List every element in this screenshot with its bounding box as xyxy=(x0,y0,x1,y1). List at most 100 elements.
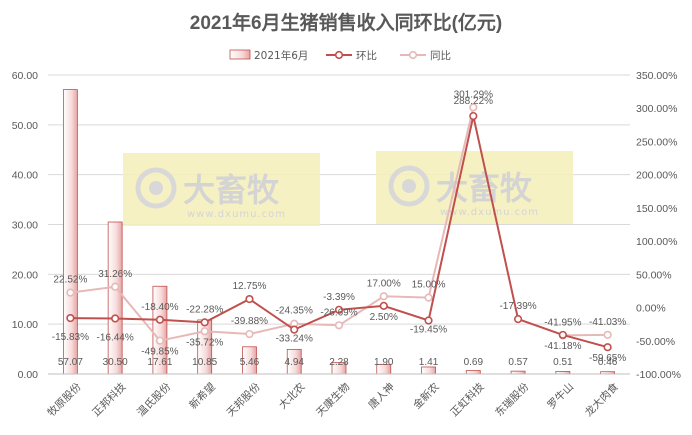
yoy-value-label: 301.29% xyxy=(454,89,494,100)
mom-point xyxy=(111,314,120,323)
yoy-value-label: 17.00% xyxy=(367,278,401,289)
x-category-label: 正邦科技 xyxy=(90,380,129,419)
bar-value-label: 0.46 xyxy=(598,357,618,368)
y-left-tick-label: 10.00 xyxy=(12,319,38,331)
legend-label: 同比 xyxy=(430,49,451,62)
y-right-tick-label: 100.00% xyxy=(636,236,677,248)
mom-value-label: -3.39% xyxy=(323,292,355,303)
yoy-point xyxy=(469,103,478,112)
yoy-point xyxy=(245,329,254,339)
mom-value-label: -18.40% xyxy=(141,302,178,313)
x-category-label: 新希望 xyxy=(187,380,218,411)
bar-value-label: 1.90 xyxy=(374,357,394,368)
mom-value-label: -59.65% xyxy=(589,353,626,364)
yoy-value-label: -24.35% xyxy=(276,306,313,317)
legend: 2021年6月 环比 同比 xyxy=(229,49,451,62)
y-left-tick-label: 40.00 xyxy=(12,170,38,182)
mom-point xyxy=(469,111,478,121)
bar xyxy=(107,221,123,375)
y-left-tick-label: 30.00 xyxy=(12,220,38,232)
yoy-line xyxy=(70,107,608,342)
mom-point xyxy=(290,325,299,334)
bar-value-label: 0.51 xyxy=(553,357,573,368)
mom-point xyxy=(245,294,254,304)
y-left-tick-label: 20.00 xyxy=(12,269,38,281)
x-category-label: 天康生物 xyxy=(313,380,352,419)
yoy-value-label: -35.72% xyxy=(186,337,223,348)
legend-bar-swatch xyxy=(229,49,251,60)
yoy-point xyxy=(424,293,433,302)
mom-point xyxy=(424,316,433,325)
line-series xyxy=(66,103,612,352)
bar-value-label: 5.46 xyxy=(240,357,260,368)
yoy-value-label: 31.26% xyxy=(98,269,132,280)
mom-value-label: -19.45% xyxy=(410,324,447,335)
x-category-label: 温氏股份 xyxy=(135,380,174,419)
legend-label: 环比 xyxy=(356,49,377,62)
bar-value-label: 2.28 xyxy=(329,357,349,368)
bar-value-label: 57.07 xyxy=(58,357,83,368)
yoy-point xyxy=(379,292,388,301)
yoy-value-label: 15.00% xyxy=(412,280,446,291)
mom-point xyxy=(603,343,612,352)
bar-value-label: 17.61 xyxy=(147,357,172,368)
y-right-tick-label: 250.00% xyxy=(636,136,677,148)
y-right-tick-label: 200.00% xyxy=(636,170,677,182)
mom-point xyxy=(513,315,523,324)
yoy-value-label: -49.85% xyxy=(141,347,178,358)
watermark-ring-icon xyxy=(135,167,177,209)
mom-point xyxy=(334,305,344,314)
y-right-tick-label: 150.00% xyxy=(636,203,677,215)
data-labels: 57.07 30.50 17.61 10.85 5.46 4.94 2.28 1.90 1.41… xyxy=(52,89,627,368)
bar-series xyxy=(62,89,616,375)
y-left-tick-label: 0.00 xyxy=(18,369,39,381)
x-category-label: 牧原股份 xyxy=(45,380,84,419)
mom-value-label: 12.75% xyxy=(233,281,267,292)
y-left-tick-label: 50.00 xyxy=(12,120,38,132)
mom-value-label: -16.44% xyxy=(97,332,134,343)
chart-title: 2021年6月生猪销售收入同环比(亿元) xyxy=(189,13,503,34)
bar-value-label: 0.57 xyxy=(508,357,528,368)
bar-value-label: 10.85 xyxy=(192,357,217,368)
mom-value-label: -17.39% xyxy=(499,301,536,312)
bar-value-label: 4.94 xyxy=(284,357,304,368)
y-right-tick-label: -50.00% xyxy=(636,336,675,348)
watermark-subtext: www.dxumu.com xyxy=(440,207,539,218)
mom-point xyxy=(155,315,165,324)
x-category-label: 龙大肉食 xyxy=(582,380,621,419)
yoy-value-label: -39.88% xyxy=(231,316,268,327)
mom-point xyxy=(558,330,567,340)
legend-group: 2021年6月 环比 同比 xyxy=(229,49,451,62)
mom-value-label: -22.28% xyxy=(186,304,223,315)
yoy-point xyxy=(155,336,165,345)
mom-value-label: -41.18% xyxy=(544,341,581,352)
yoy-point xyxy=(334,321,344,330)
x-category-label: 天邦股份 xyxy=(224,380,263,419)
legend-yoy-marker xyxy=(408,50,418,60)
yoy-point xyxy=(200,327,209,336)
legend-label: 2021年6月 xyxy=(254,49,308,62)
x-category-label: 罗牛山 xyxy=(545,380,576,411)
x-category-label: 大北农 xyxy=(276,380,308,412)
bar-value-label: 30.50 xyxy=(103,357,128,368)
y-right-tick-label: 300.00% xyxy=(636,103,677,115)
y-left-tick-label: 60.00 xyxy=(12,70,38,82)
mom-point xyxy=(66,313,75,323)
x-category-label: 唐人神 xyxy=(366,380,397,411)
mom-value-label: -33.24% xyxy=(276,334,313,345)
yoy-point xyxy=(66,288,75,297)
yoy-value-label: -41.95% xyxy=(544,317,581,328)
bar-value-label: 0.69 xyxy=(464,357,484,368)
watermark-subtext: www.dxumu.com xyxy=(187,209,286,220)
mom-value-label: 288.22% xyxy=(454,96,494,107)
yoy-value-label: -26.69% xyxy=(320,307,357,318)
watermark-dot-icon xyxy=(402,179,416,193)
legend-mom-marker xyxy=(334,50,344,60)
x-category-label: 正虹科技 xyxy=(448,380,487,419)
watermark-ring-icon xyxy=(388,165,430,207)
